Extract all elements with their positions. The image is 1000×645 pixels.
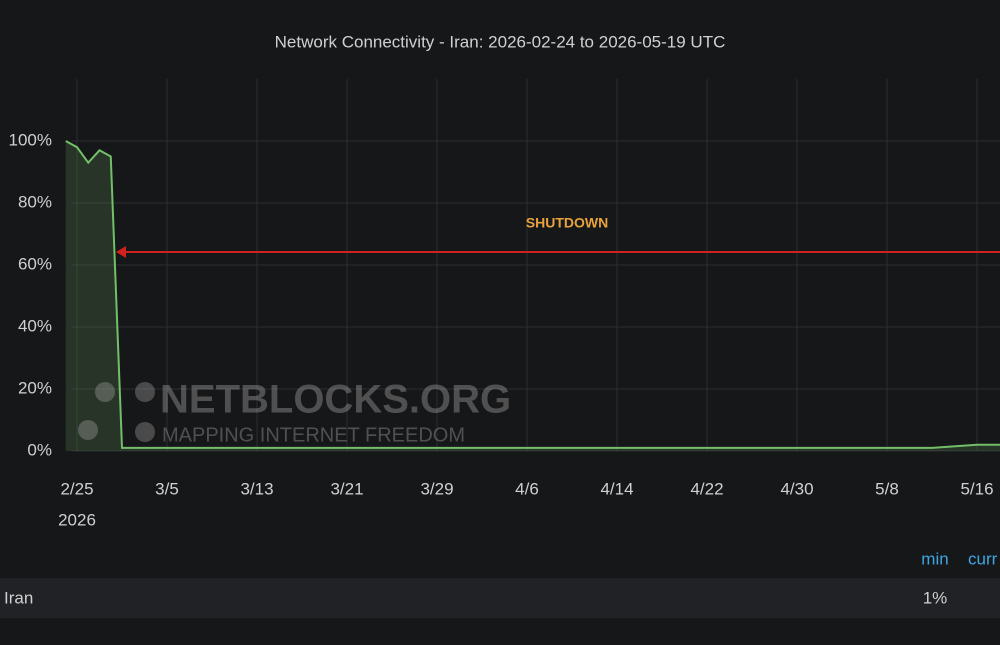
- x-tick-label: 4/6: [515, 479, 539, 498]
- chart-title: Network Connectivity - Iran: 2026-02-24 …: [275, 32, 726, 51]
- legend-series-name: Iran: [4, 588, 33, 607]
- legend-header: min: [921, 549, 948, 568]
- legend-header: curr: [968, 549, 998, 568]
- x-tick-label: 3/21: [330, 479, 363, 498]
- line: [65, 140, 1000, 449]
- x-tick-label: 4/30: [780, 479, 813, 498]
- watermark-icon: [78, 420, 98, 440]
- y-tick-label: 100%: [9, 130, 52, 149]
- legend-min: 1%: [923, 588, 948, 607]
- plot: [65, 140, 1000, 451]
- watermark-icon: [135, 422, 155, 442]
- x-tick-sublabel: 2026: [58, 510, 96, 529]
- arrow-head: [116, 246, 126, 258]
- x-tick-label: 4/14: [600, 479, 633, 498]
- legend-row: [0, 578, 1000, 618]
- watermark-icon: [135, 382, 155, 402]
- y-tick-label: 80%: [18, 192, 52, 211]
- x-tick-label: 5/8: [875, 479, 899, 498]
- watermark-subtitle: MAPPING INTERNET FREEDOM: [162, 424, 465, 446]
- watermark: NETBLOCKS.ORG MAPPING INTERNET FREEDOM: [78, 378, 511, 446]
- y-tick-label: 20%: [18, 378, 52, 397]
- x-tick-label: 3/5: [155, 479, 179, 498]
- watermark-icon: [95, 382, 115, 402]
- y-tick-label: 60%: [18, 254, 52, 273]
- annotation: SHUTDOWN: [526, 215, 608, 231]
- x-tick-label: 4/22: [690, 479, 723, 498]
- x-tick-label: 2/25: [60, 479, 93, 498]
- y-tick-label: 40%: [18, 316, 52, 335]
- watermark-title: NETBLOCKS.ORG: [160, 378, 511, 422]
- x-tick-label: 5/16: [960, 479, 993, 498]
- y-tick-label: 0%: [27, 440, 52, 459]
- x-tick-label: 3/13: [240, 479, 273, 498]
- x-tick-label: 3/29: [420, 479, 453, 498]
- grid: 0% 20% 40% 60% 80% 100% 2/25 2026 3/5 3/13 3/21 3/2…: [9, 79, 1000, 529]
